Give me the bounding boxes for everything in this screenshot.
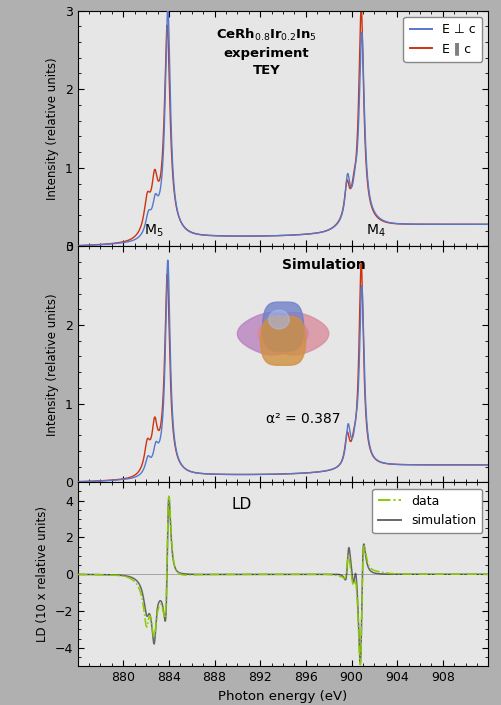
Y-axis label: Intensity (relative units): Intensity (relative units) bbox=[46, 57, 59, 200]
Text: CeRh$_{0.8}$Ir$_{0.2}$In$_5$
experiment
TEY: CeRh$_{0.8}$Ir$_{0.2}$In$_5$ experiment … bbox=[216, 27, 317, 77]
Line: simulation: simulation bbox=[78, 497, 488, 663]
X-axis label: Photon energy (eV): Photon energy (eV) bbox=[218, 505, 348, 519]
data bbox=[485, 570, 491, 579]
Polygon shape bbox=[269, 310, 289, 329]
Polygon shape bbox=[261, 317, 306, 365]
Legend: data, simulation: data, simulation bbox=[372, 489, 482, 533]
Text: LD: LD bbox=[232, 497, 252, 512]
Y-axis label: LD (10 x relative units): LD (10 x relative units) bbox=[36, 506, 49, 642]
data bbox=[250, 570, 257, 579]
simulation bbox=[485, 570, 491, 579]
Text: Simulation: Simulation bbox=[282, 258, 366, 272]
simulation bbox=[473, 570, 479, 579]
Polygon shape bbox=[258, 312, 329, 355]
simulation bbox=[75, 570, 81, 579]
X-axis label: Photon energy (eV): Photon energy (eV) bbox=[218, 689, 348, 703]
simulation bbox=[452, 570, 458, 579]
Polygon shape bbox=[237, 312, 308, 355]
simulation bbox=[166, 493, 172, 501]
data bbox=[357, 661, 363, 669]
Text: M$_4$: M$_4$ bbox=[366, 223, 385, 239]
data bbox=[452, 570, 458, 579]
simulation bbox=[250, 570, 257, 579]
data bbox=[166, 492, 172, 501]
data bbox=[270, 570, 276, 579]
simulation bbox=[373, 569, 379, 577]
data bbox=[473, 570, 479, 579]
Y-axis label: Intensity (relative units): Intensity (relative units) bbox=[46, 293, 59, 436]
data bbox=[75, 570, 81, 579]
simulation bbox=[247, 570, 254, 579]
data bbox=[247, 570, 254, 579]
Text: α² = 0.387: α² = 0.387 bbox=[267, 412, 341, 426]
simulation bbox=[270, 570, 276, 579]
Legend: E ⊥ c, E ∥ c: E ⊥ c, E ∥ c bbox=[403, 17, 482, 61]
Polygon shape bbox=[263, 302, 304, 351]
Text: M$_5$: M$_5$ bbox=[144, 223, 163, 239]
Line: data: data bbox=[78, 496, 488, 665]
simulation bbox=[357, 659, 363, 668]
data bbox=[373, 567, 379, 575]
